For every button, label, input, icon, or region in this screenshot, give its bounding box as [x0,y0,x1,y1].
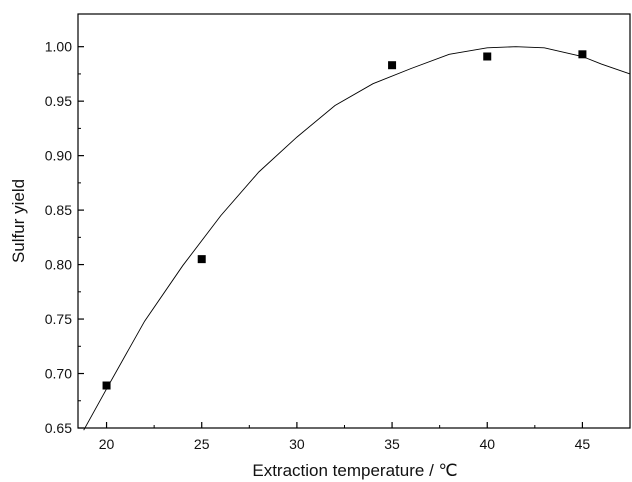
x-tick-label: 20 [99,436,115,452]
x-tick-label: 25 [194,436,210,452]
x-tick-label: 35 [384,436,400,452]
x-tick-label: 40 [479,436,495,452]
y-tick-label: 0.85 [45,202,72,218]
y-tick-label: 1.00 [45,39,72,55]
data-points [102,50,587,390]
y-tick-label: 0.75 [45,311,72,327]
y-tick-label: 0.65 [45,420,72,436]
fit-curve [83,46,631,431]
y-tick-label: 0.95 [45,93,72,109]
y-tick-label: 0.90 [45,148,72,164]
data-point [483,52,492,61]
data-point [197,255,206,264]
plot-frame [77,13,631,429]
x-axis-title: Extraction temperature / ℃ [252,461,457,480]
data-point [102,381,111,390]
data-point [388,61,397,70]
data-point [578,50,587,59]
x-tick-label: 45 [575,436,591,452]
y-axis-ticks: 0.65 0.70 0.75 0.80 0.85 0.90 0.95 1.00 [45,39,84,436]
x-tick-label: 30 [289,436,305,452]
y-tick-label: 0.70 [45,366,72,382]
y-axis-title: Sulfur yield [9,179,28,263]
y-tick-label: 0.80 [45,257,72,273]
x-axis-ticks: 20 25 30 35 40 45 [99,422,631,452]
